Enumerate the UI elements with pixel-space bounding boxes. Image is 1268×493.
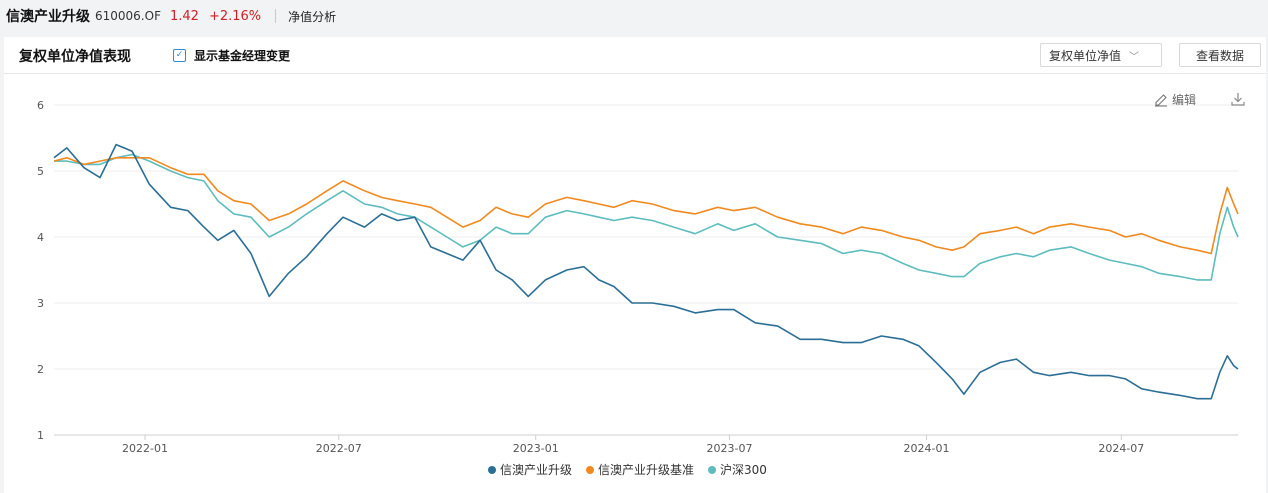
tab-nav-analysis[interactable]: 净值分析	[288, 9, 337, 24]
nav-type-select-value: 复权单位净值	[1049, 48, 1122, 63]
x-tick-label: 2023-01	[513, 442, 559, 455]
y-tick-label: 2	[37, 363, 44, 376]
download-icon	[1231, 93, 1245, 106]
legend-marker[interactable]	[708, 466, 717, 474]
header-divider	[275, 9, 277, 23]
fund-nav-value: 1.42	[169, 8, 199, 24]
nav-type-select[interactable]: 复权单位净值 ﹀	[1040, 43, 1162, 67]
series-line-3	[54, 153, 1239, 281]
legend-marker[interactable]	[586, 466, 595, 474]
series-line-1	[53, 143, 1239, 400]
manager-change-label: 显示基金经理变更	[194, 49, 291, 63]
fund-code: 610006.OF	[95, 9, 161, 23]
manager-change-toggle[interactable]: ✓ 显示基金经理变更	[173, 47, 290, 64]
panel-header: 复权单位净值表现 ✓ 显示基金经理变更 复权单位净值 ﹀ 查看数据	[4, 37, 1266, 74]
checkbox-checked-icon[interactable]: ✓	[173, 49, 186, 62]
fund-change-percent: +2.16%	[208, 8, 262, 24]
download-button[interactable]	[1230, 91, 1246, 111]
legend-label[interactable]: 信澳产业升级基准	[598, 463, 694, 477]
edit-chart-button[interactable]: 编辑	[1154, 91, 1196, 108]
y-tick-label: 4	[37, 231, 44, 244]
legend-label[interactable]: 信澳产业升级	[500, 463, 572, 477]
fund-header-bar: 信澳产业升级 610006.OF 1.42 +2.16% 净值分析	[0, 0, 1268, 32]
nav-performance-panel: 复权单位净值表现 ✓ 显示基金经理变更 复权单位净值 ﹀ 查看数据 1 2 3 4 5 6…	[4, 37, 1266, 493]
edit-label: 编辑	[1172, 93, 1197, 107]
pencil-icon	[1155, 93, 1167, 107]
legend-label[interactable]: 沪深300	[720, 463, 767, 477]
x-tick-label: 2023-07	[707, 442, 753, 455]
fund-name: 信澳产业升级	[6, 9, 90, 25]
x-tick-label: 2022-01	[122, 442, 168, 455]
y-tick-label: 3	[37, 297, 44, 310]
y-tick-label: 6	[37, 99, 44, 112]
y-tick-label: 1	[37, 429, 44, 442]
series-line-2	[53, 157, 1239, 255]
x-tick-label: 2024-07	[1098, 442, 1144, 455]
y-tick-label: 5	[37, 165, 44, 178]
nav-chart: 1 2 3 4 5 6 2022-01 2022-07 2023-01 2023-07 2024-0…	[37, 99, 1239, 477]
chevron-down-icon: ﹀	[1129, 51, 1140, 63]
x-tick-label: 2022-07	[316, 442, 362, 455]
x-tick-label: 2024-01	[903, 442, 949, 455]
panel-title: 复权单位净值表现	[19, 49, 131, 65]
view-data-button[interactable]: 查看数据	[1179, 43, 1261, 67]
legend-marker[interactable]	[488, 466, 496, 474]
